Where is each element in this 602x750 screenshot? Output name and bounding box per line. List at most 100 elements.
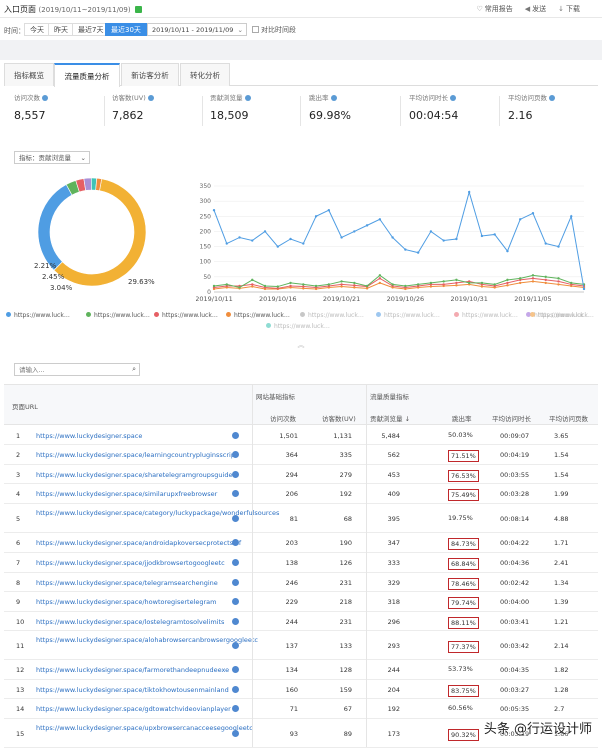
col-pageviews[interactable]: 贡献浏览量 ↓ xyxy=(370,413,410,423)
col-bounce[interactable]: 跳出率 xyxy=(452,415,472,423)
series-point[interactable] xyxy=(238,286,241,289)
series-point[interactable] xyxy=(314,284,318,288)
legend-item[interactable]: https://www.luck… xyxy=(6,312,70,319)
page-url-link[interactable]: https://www.luckydesigner.space/learning… xyxy=(36,451,238,459)
external-link-icon[interactable] xyxy=(232,559,239,566)
legend-item[interactable]: https://www.luck… xyxy=(530,312,594,319)
series-point[interactable] xyxy=(467,190,471,194)
series-point[interactable] xyxy=(251,285,254,288)
series-point[interactable] xyxy=(353,281,356,285)
series-point[interactable] xyxy=(251,283,254,286)
series-point[interactable] xyxy=(455,237,458,241)
pie-slice[interactable] xyxy=(37,184,73,271)
tab-overview[interactable]: 指标概览 xyxy=(4,63,54,86)
series-point[interactable] xyxy=(570,215,573,218)
page-url-link[interactable]: https://www.luckydesigner.space/jjodkbro… xyxy=(36,559,225,567)
series-point[interactable] xyxy=(544,242,547,245)
external-link-icon[interactable] xyxy=(232,618,239,625)
tab-new-visitors[interactable]: 新访客分析 xyxy=(121,63,179,86)
external-link-icon[interactable] xyxy=(232,642,239,649)
legend-item[interactable]: https://www.luck… xyxy=(300,312,364,319)
help-icon[interactable] xyxy=(42,95,48,101)
series-point[interactable] xyxy=(455,284,458,287)
legend-item[interactable]: https://www.luck… xyxy=(86,312,150,319)
favorite-report-link[interactable]: ♡ 常用报告 xyxy=(476,4,512,14)
series-point[interactable] xyxy=(314,215,318,218)
series-point[interactable] xyxy=(340,283,343,286)
series-point[interactable] xyxy=(327,283,331,286)
series-point[interactable] xyxy=(340,285,343,288)
page-url-link[interactable]: https://www.luckydesigner.space/losteleg… xyxy=(36,618,225,626)
series-point[interactable] xyxy=(276,245,279,248)
legend-item[interactable]: https://www.luck… xyxy=(226,312,290,319)
series-point[interactable] xyxy=(506,284,509,287)
series-point[interactable] xyxy=(289,237,292,241)
series-point[interactable] xyxy=(340,236,343,239)
series-point[interactable] xyxy=(365,287,369,290)
series-point[interactable] xyxy=(289,284,292,288)
series-point[interactable] xyxy=(378,274,382,277)
series-point[interactable] xyxy=(455,281,458,285)
send-link[interactable]: ◀ 发送 xyxy=(525,4,546,14)
series-point[interactable] xyxy=(557,277,560,280)
search-input[interactable] xyxy=(15,364,123,375)
series-point[interactable] xyxy=(391,236,394,239)
page-url-link[interactable]: https://www.luckydesigner.space/farmoret… xyxy=(36,666,230,674)
series-point[interactable] xyxy=(493,233,496,236)
pie-slice[interactable] xyxy=(95,177,103,192)
series-point[interactable] xyxy=(531,277,535,280)
time-today-button[interactable]: 今天 xyxy=(24,23,50,36)
series-point[interactable] xyxy=(365,284,369,288)
series-point[interactable] xyxy=(353,230,356,233)
series-point[interactable] xyxy=(353,286,356,289)
page-url-link[interactable]: https://www.luckydesigner.space/sharetel… xyxy=(36,471,233,479)
external-link-icon[interactable] xyxy=(232,539,239,546)
series-point[interactable] xyxy=(429,281,433,285)
series-point[interactable] xyxy=(327,209,331,212)
external-link-icon[interactable] xyxy=(232,451,239,458)
tab-traffic-quality[interactable]: 流量质量分析 xyxy=(54,63,120,87)
col-duration[interactable]: 平均访问时长 xyxy=(492,415,531,423)
series-point[interactable] xyxy=(506,281,509,285)
compare-period-checkbox[interactable]: 对比时间段 xyxy=(252,25,296,35)
legend-item[interactable]: https://www.luck… xyxy=(266,323,330,330)
time-yesterday-button[interactable]: 昨天 xyxy=(48,23,74,36)
series-point[interactable] xyxy=(557,245,560,248)
date-range-picker[interactable]: 2019/10/11 - 2019/11/09 ⌄ xyxy=(147,23,247,36)
series-point[interactable] xyxy=(519,277,522,280)
external-link-icon[interactable] xyxy=(232,471,239,478)
series-point[interactable] xyxy=(557,283,560,286)
series-line[interactable] xyxy=(213,274,585,288)
series-point[interactable] xyxy=(225,242,228,245)
page-url-link[interactable]: https://www.luckydesigner.space/gdtowatc… xyxy=(36,705,231,713)
series-point[interactable] xyxy=(519,281,522,285)
tab-conversion[interactable]: 转化分析 xyxy=(180,63,230,86)
page-url-link[interactable]: https://www.luckydesigner.space/upxbrows… xyxy=(36,724,253,732)
series-point[interactable] xyxy=(263,284,267,288)
series-point[interactable] xyxy=(365,224,369,227)
series-point[interactable] xyxy=(429,285,433,288)
time-last30-button[interactable]: 最近30天 xyxy=(105,23,147,36)
series-point[interactable] xyxy=(404,284,407,288)
external-link-icon[interactable] xyxy=(232,705,239,712)
series-line[interactable] xyxy=(213,277,585,289)
series-line[interactable] xyxy=(213,280,585,290)
page-url-link[interactable]: https://www.luckydesigner.space/tiktokho… xyxy=(36,686,229,694)
external-link-icon[interactable] xyxy=(232,432,239,439)
series-point[interactable] xyxy=(506,249,509,253)
page-url-link[interactable]: https://www.luckydesigner.space/telegram… xyxy=(36,579,218,587)
series-point[interactable] xyxy=(480,285,484,288)
series-point[interactable] xyxy=(467,281,471,285)
external-link-icon[interactable] xyxy=(232,598,239,605)
series-point[interactable] xyxy=(493,283,496,286)
legend-item[interactable]: https://www.luck… xyxy=(526,312,590,319)
series-point[interactable] xyxy=(442,283,445,286)
legend-item[interactable]: https://www.luck… xyxy=(454,312,518,319)
external-link-icon[interactable] xyxy=(232,730,239,737)
series-point[interactable] xyxy=(429,230,433,233)
series-point[interactable] xyxy=(557,280,560,283)
series-point[interactable] xyxy=(302,242,305,245)
legend-item[interactable]: https://www.luck… xyxy=(376,312,440,319)
page-url-link[interactable]: https://www.luckydesigner.space xyxy=(36,432,143,440)
external-link-icon[interactable] xyxy=(232,666,239,673)
